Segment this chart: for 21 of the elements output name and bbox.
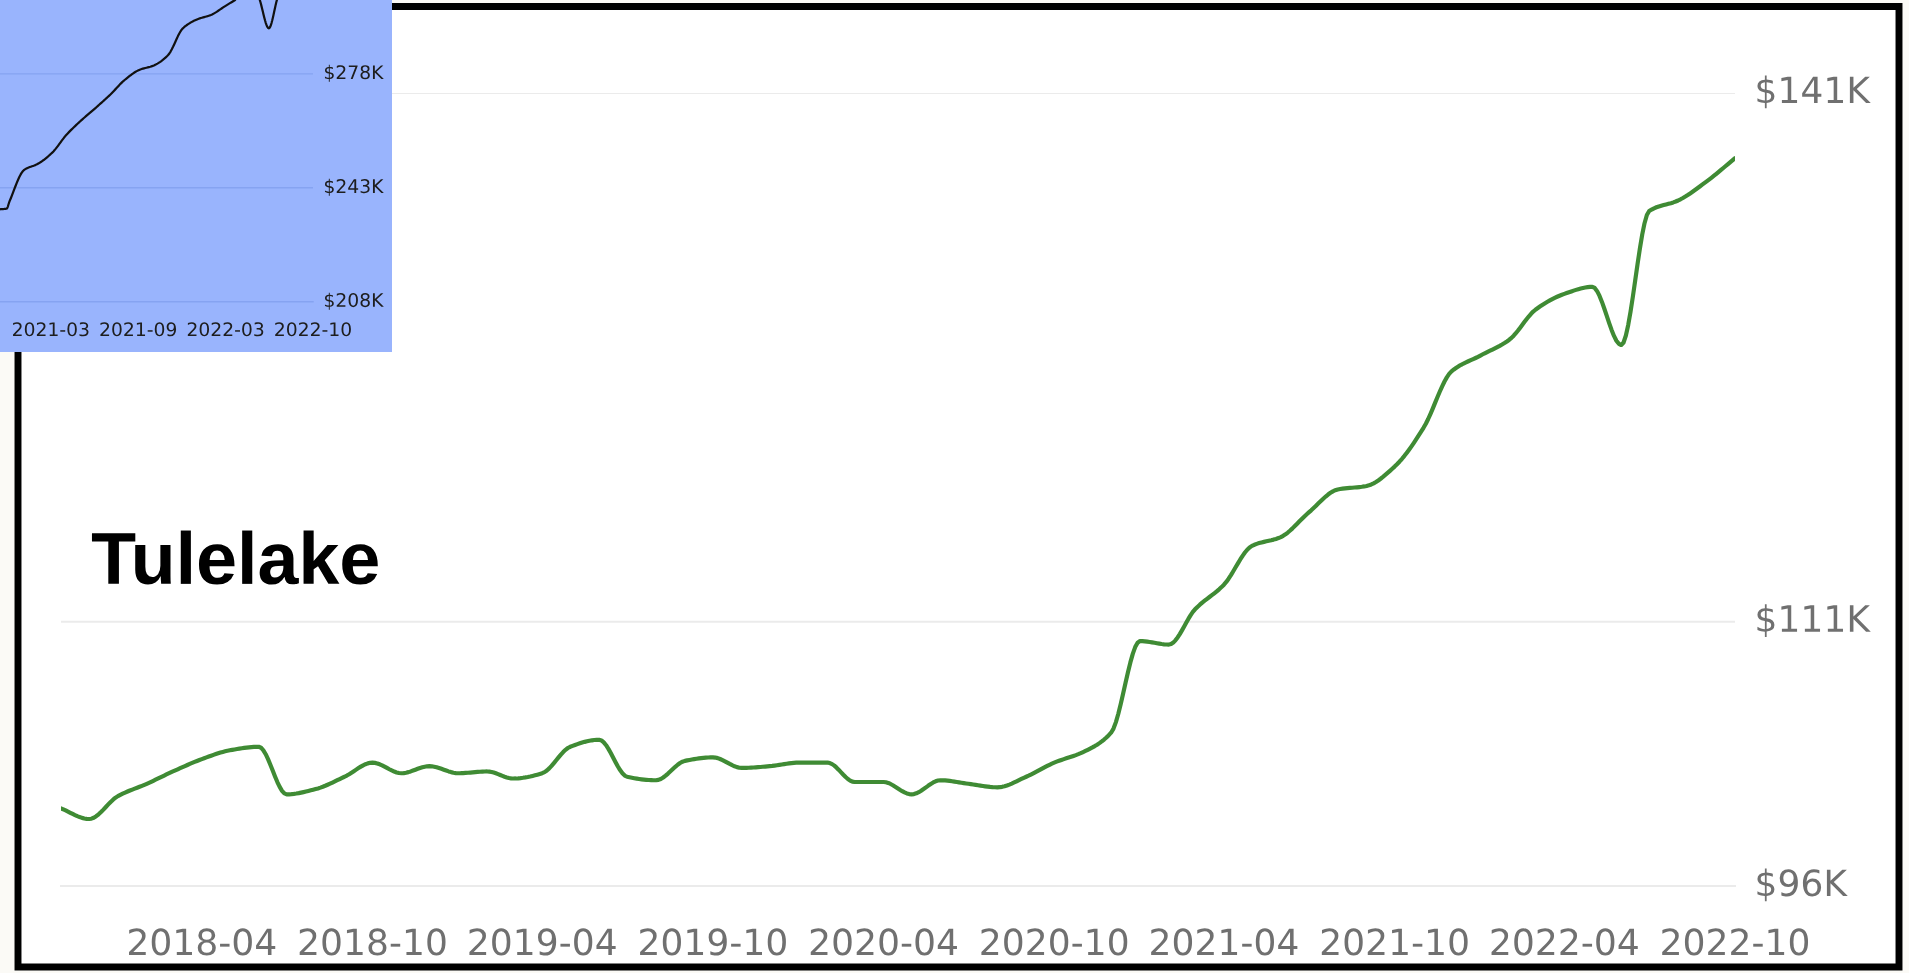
x-tick-label: 2021-04 — [1151, 928, 1298, 956]
y-tick-label: $208K — [324, 292, 384, 310]
x-tick-label: 2022-03 — [187, 322, 264, 337]
y-tick-label: $278K — [324, 64, 384, 82]
y-tick-label: $96K — [1757, 868, 1848, 902]
x-tick-label: 2022-04 — [1491, 928, 1638, 956]
x-tick-label: 2019-04 — [469, 928, 616, 956]
text: Tulelake — [91, 530, 378, 585]
x-tick-label: 2019-10 — [640, 928, 786, 956]
y-tick-label: $141K — [1757, 75, 1871, 109]
x-tick-label: 2022-10 — [1662, 928, 1809, 956]
x-tick-label: 2021-10 — [1321, 928, 1468, 956]
y-tick-label: $111K — [1757, 604, 1871, 637]
y-tick-label: $243K — [324, 178, 384, 196]
x-tick-label: 2021-03 — [13, 322, 89, 337]
x-tick-label: 2018-04 — [129, 928, 276, 956]
x-tick-label: 2021-09 — [100, 322, 177, 337]
x-tick-label: 2022-10 — [275, 322, 351, 337]
x-tick-label: 2020-10 — [981, 928, 1128, 956]
x-tick-label: 2020-04 — [810, 928, 957, 956]
x-tick-label: 2018-10 — [299, 928, 446, 956]
